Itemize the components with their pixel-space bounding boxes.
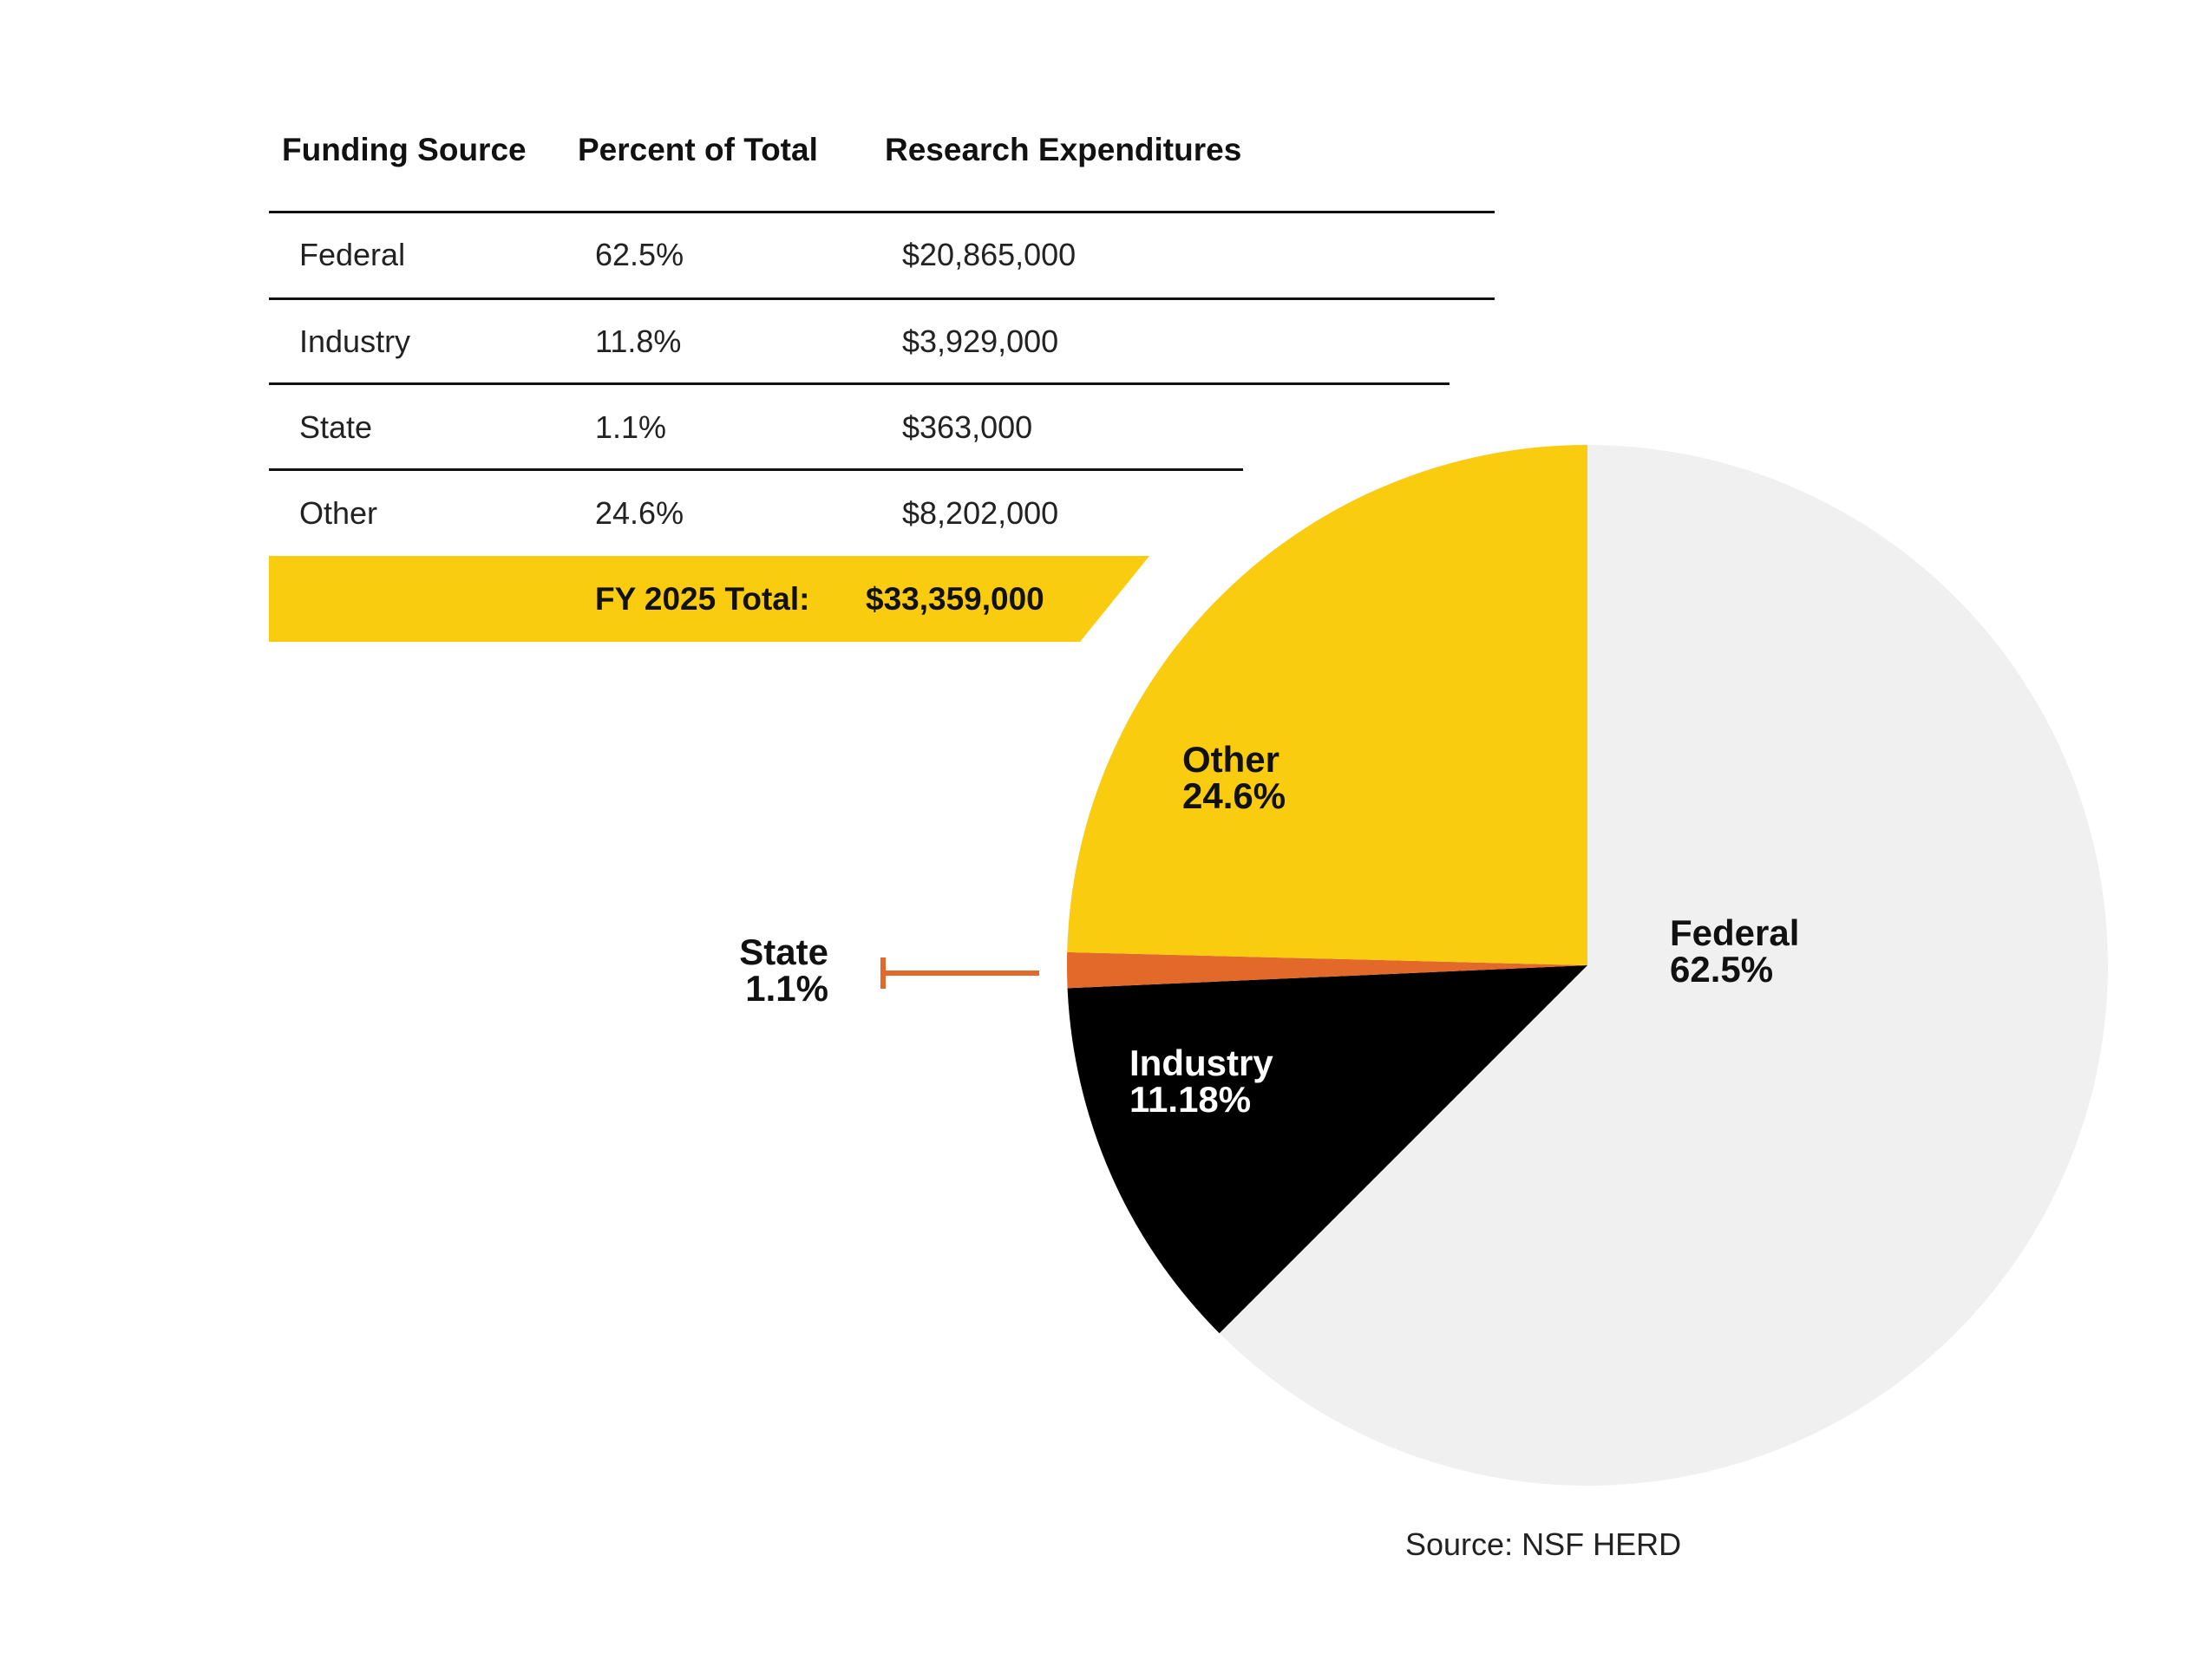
table-row: Other 24.6% $8,202,000 [0,471,2212,556]
pie-slice-federal [1219,445,2108,1486]
table-rule [565,211,1495,213]
slice-label-federal: Federal [1670,912,1799,953]
source-note: Source: NSF HERD [1405,1526,1682,1562]
cell-percent: 11.8% [595,324,682,359]
cell-source: Industry [299,324,411,359]
table-rule [565,468,1243,471]
table-rule [269,297,565,300]
cell-percent: 1.1% [595,409,667,445]
cell-source: Federal [299,237,406,272]
slice-label-state: State [739,931,828,972]
cell-percent: 62.5% [595,237,684,272]
header-research-expenditures: Research Expenditures [885,132,1242,167]
slice-value-federal: 62.5% [1670,949,1773,990]
table-rule [269,468,565,471]
state-callout [880,957,1039,989]
cell-source: State [299,409,373,445]
pie-slices [1067,445,2108,1486]
table-rule [565,297,1495,300]
header-funding-source: Funding Source [282,132,527,167]
table-rule [269,382,565,385]
table-row: State 1.1% $363,000 [0,385,2212,470]
total-value: $33,359,000 [866,581,1044,617]
cell-expenditures: $20,865,000 [902,237,1077,272]
pie-slice-state [1067,951,1587,989]
header-percent-of-total: Percent of Total [578,132,818,167]
table-rule [565,382,1450,385]
slice-label-other: Other [1182,739,1279,780]
cell-percent: 24.6% [595,495,684,531]
slice-value-industry: 11.18% [1129,1079,1251,1120]
total-label: FY 2025 Total: [595,581,810,617]
cell-source: Other [299,495,378,531]
table-rule [269,211,565,213]
pie-slice-other [1067,445,1587,965]
slice-label-industry: Industry [1129,1042,1273,1083]
cell-expenditures: $363,000 [902,409,1033,445]
total-band [269,556,1149,642]
cell-expenditures: $8,202,000 [902,495,1059,531]
table-row: Federal 62.5% $20,865,000 [0,212,2212,297]
cell-expenditures: $3,929,000 [902,324,1059,359]
table-row: Industry 11.8% $3,929,000 [0,299,2212,384]
pie-slice-industry [1067,965,1587,1334]
slice-value-state: 1.1% [745,968,828,1009]
slice-value-other: 24.6% [1182,775,1286,816]
